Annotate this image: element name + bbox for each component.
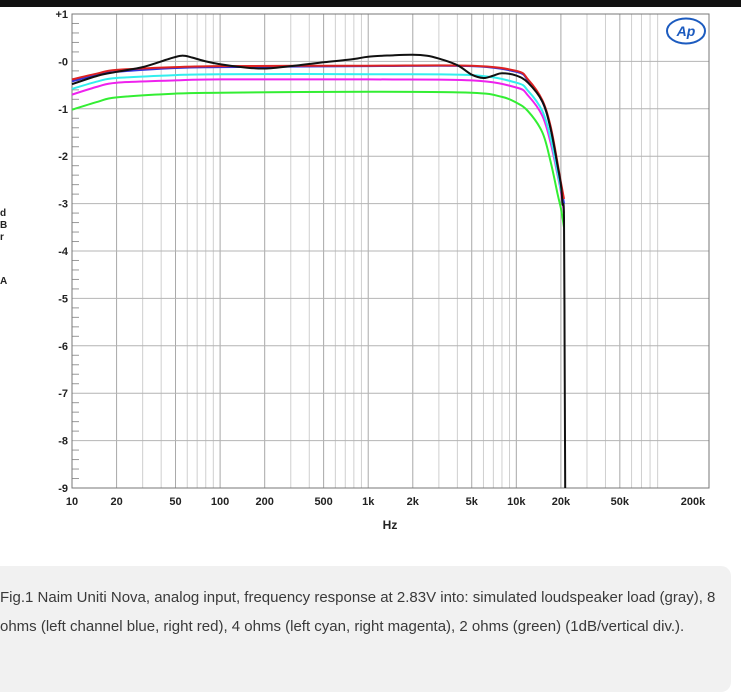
y-axis-label-char-5: A (0, 276, 8, 287)
series-line-5 (71, 64, 565, 200)
y-tick-label: -8 (58, 436, 68, 448)
y-axis-label-char-3: r (0, 232, 4, 243)
series-line-4 (71, 64, 565, 204)
ap-logo-icon: Ap (666, 17, 706, 45)
y-tick-label: -5 (58, 293, 68, 305)
figure-caption-box: Fig.1 Naim Uniti Nova, analog input, fre… (0, 566, 731, 692)
major-grid (71, 13, 710, 489)
plot-frame (71, 13, 710, 489)
series-line-6 (71, 53, 567, 489)
x-tick-label: 5k (466, 496, 479, 508)
y-axis-label-char-1: d (0, 208, 7, 219)
frequency-response-chart: +1 -0 -1 -2 -3 -4 -5 -6 -7 -8 -9 10 20 50 100 200 500 1k… (55, 9, 710, 532)
y-tick-label: -3 (58, 199, 68, 211)
x-tick-labels: 10 20 50 100 200 500 1k 2k 5k 10k 20k 50k 200k (66, 496, 706, 508)
x-tick-label: 10 (66, 496, 78, 508)
figure-caption: Fig.1 Naim Uniti Nova, analog input, fre… (0, 589, 716, 635)
top-bar (0, 0, 741, 7)
y-tick-label: -4 (58, 246, 69, 258)
y-tick-label: -7 (58, 388, 68, 400)
series-lines (71, 53, 567, 489)
x-tick-label: 20k (552, 496, 571, 508)
y-tick-label: +1 (55, 9, 68, 21)
y-tick-label: -0 (58, 56, 68, 68)
y-tick-label: -2 (58, 151, 68, 163)
x-tick-label: 200 (256, 496, 274, 508)
x-tick-label: 200k (681, 496, 706, 508)
x-tick-label: 1k (362, 496, 375, 508)
x-tick-label: 100 (211, 496, 229, 508)
x-tick-label: 20 (110, 496, 122, 508)
x-tick-label: 2k (407, 496, 420, 508)
svg-text:Ap: Ap (676, 23, 696, 39)
y-axis-label-char-2: B (0, 220, 8, 231)
y-tick-label: -6 (58, 341, 68, 353)
x-axis-label: Hz (383, 518, 398, 532)
x-tick-label: 500 (314, 496, 332, 508)
x-tick-label: 10k (507, 496, 526, 508)
x-tick-label: 50 (169, 496, 181, 508)
x-tick-label: 50k (611, 496, 630, 508)
y-tick-labels: +1 -0 -1 -2 -3 -4 -5 -6 -7 -8 -9 (55, 9, 68, 495)
series-line-2 (71, 78, 565, 214)
y-tick-label: -1 (58, 104, 68, 116)
y-tick-label: -9 (58, 483, 68, 495)
series-line-1 (71, 90, 565, 228)
